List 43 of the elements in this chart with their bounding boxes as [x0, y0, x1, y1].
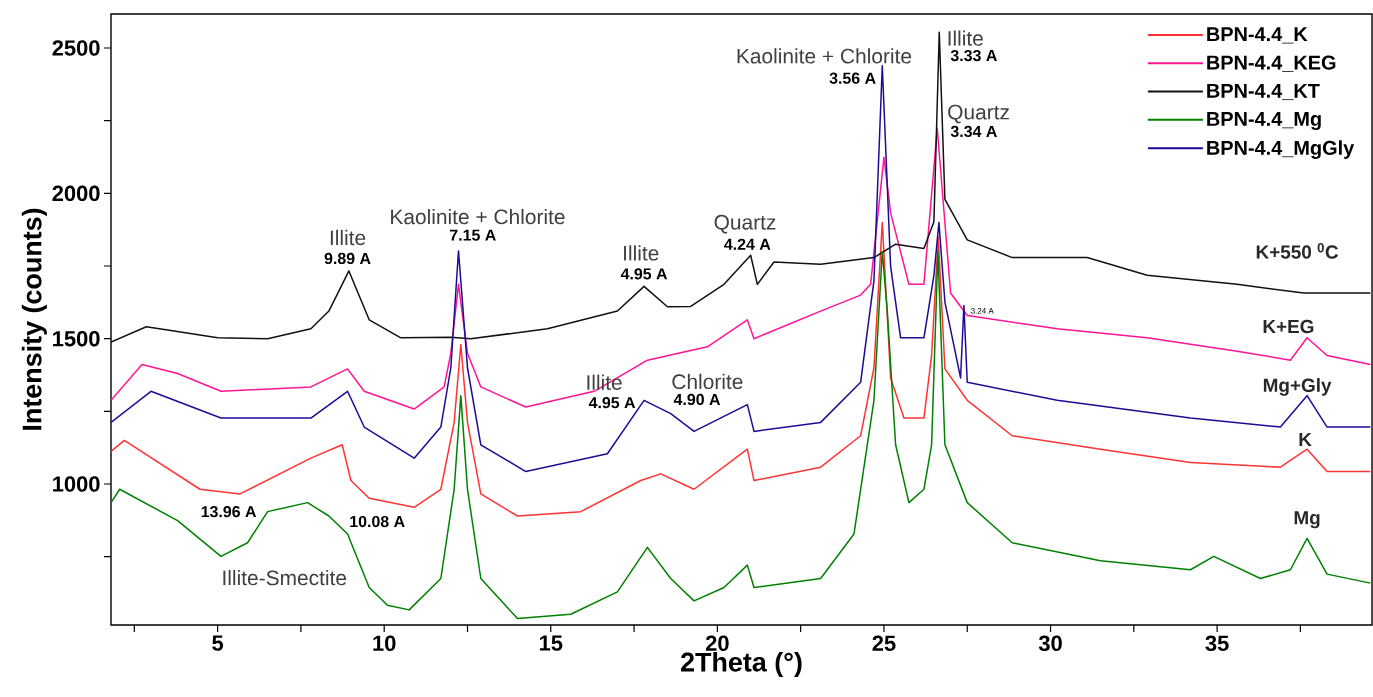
- annotation: Kaolinite + Chlorite: [391, 208, 565, 225]
- x-tick-label: 10: [373, 635, 396, 652]
- legend-label: BPN-4.4_Mg: [1207, 112, 1321, 131]
- annotation: Quartz: [948, 104, 1009, 124]
- annotation: 4.24 A: [724, 238, 771, 250]
- annotation: K+550 $^{0}$C: [1256, 243, 1339, 259]
- x-tick-label: 25: [872, 635, 896, 652]
- annotation: 4.95 A: [620, 268, 668, 280]
- annotation: Kaolinite + Chlorite: [737, 48, 912, 64]
- annotation: 13.96 A: [201, 505, 257, 518]
- legend-label: BPN-4.4_K: [1207, 27, 1308, 44]
- annotation: Illite: [948, 30, 983, 46]
- annotation: 3.56 A: [829, 72, 876, 84]
- y-axis-title: Intensity (counts): [21, 208, 47, 430]
- legend-label: BPN-4.4_KEG: [1207, 55, 1336, 72]
- annotation: Chlorite: [672, 373, 743, 390]
- legend-label: BPN-4.4_MgGly: [1207, 140, 1355, 159]
- annotation: 3.34 A: [950, 125, 997, 138]
- annotation: 4.90 A: [673, 393, 721, 406]
- legend-label: BPN-4.4_KT: [1207, 83, 1320, 101]
- x-tick-label: 5: [212, 635, 224, 651]
- annotation: Illite: [624, 245, 659, 261]
- annotation: Illite-Smectite: [223, 569, 347, 586]
- y-tick-label: 2500: [52, 40, 100, 56]
- x-tick-label: 30: [1038, 635, 1062, 652]
- annotation: 9.89 A: [324, 252, 371, 265]
- x-tick-label: 35: [1205, 635, 1229, 652]
- annotation: K+EG: [1263, 319, 1314, 334]
- y-tick-label: 1500: [53, 330, 100, 347]
- x-tick-label: 15: [539, 635, 563, 651]
- annotation: K: [1299, 433, 1312, 447]
- x-tick-label: 20: [705, 635, 729, 652]
- annotation: 3.33 A: [950, 49, 997, 62]
- y-tick-label: 2000: [52, 185, 100, 202]
- annotation: 7.15 A: [450, 229, 496, 241]
- annotation: 10.08 A: [350, 515, 405, 528]
- annotation: Illite: [330, 229, 366, 246]
- annotation: Quartz: [714, 214, 776, 234]
- y-tick-label: 1000: [53, 476, 100, 492]
- annotation: Mg+Gly: [1263, 378, 1332, 396]
- annotation: Mg: [1294, 511, 1320, 529]
- x-axis-title: 2Theta (°): [681, 651, 802, 677]
- annotation: 4.95 A: [588, 396, 636, 409]
